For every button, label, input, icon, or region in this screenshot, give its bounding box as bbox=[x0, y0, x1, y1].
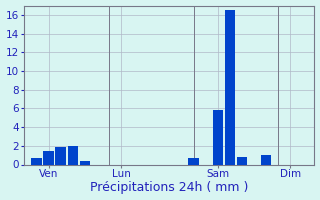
Bar bbox=[225, 10, 235, 164]
Bar bbox=[68, 146, 78, 164]
Bar bbox=[31, 158, 42, 164]
Bar bbox=[80, 161, 90, 164]
Bar bbox=[55, 147, 66, 164]
Bar bbox=[237, 157, 247, 164]
Bar bbox=[188, 158, 199, 164]
Bar bbox=[44, 151, 54, 164]
X-axis label: Précipitations 24h ( mm ): Précipitations 24h ( mm ) bbox=[90, 181, 249, 194]
Bar bbox=[261, 155, 271, 164]
Bar bbox=[212, 110, 223, 164]
